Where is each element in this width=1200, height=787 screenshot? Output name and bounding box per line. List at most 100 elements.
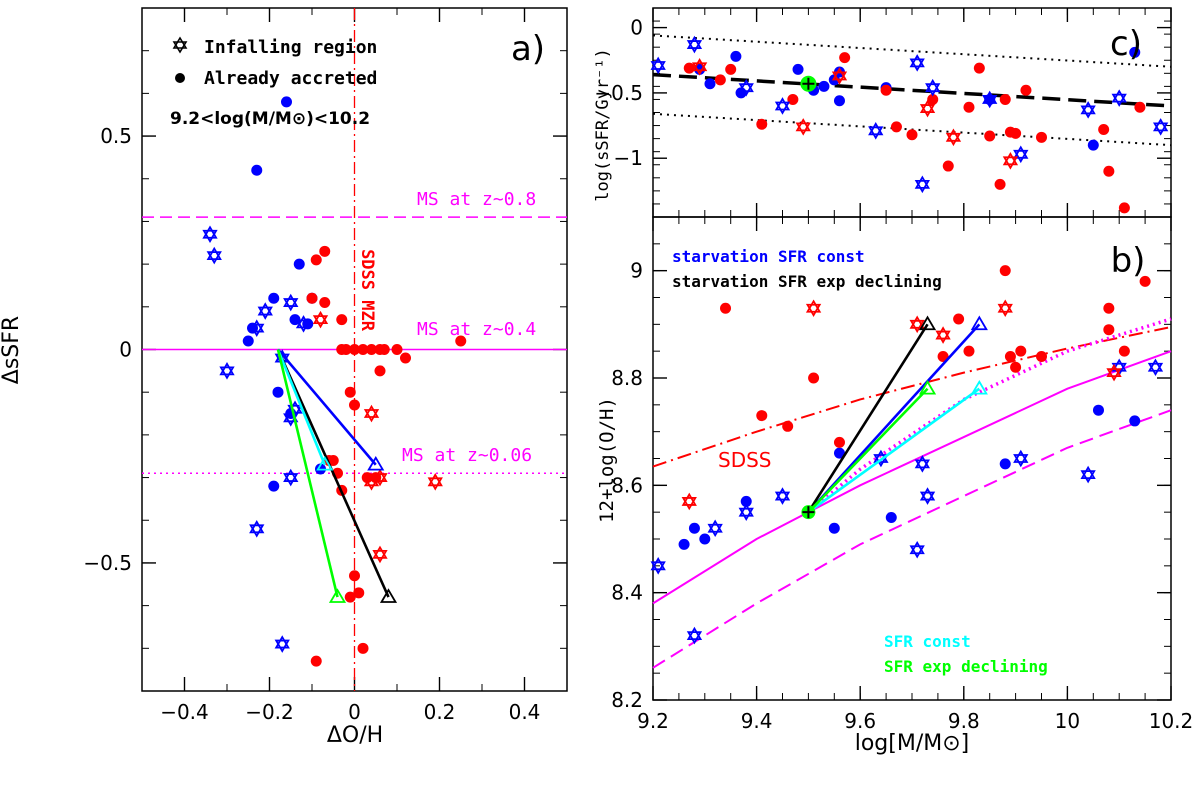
accreted-point-red [963,101,975,113]
infalling-point-blue-down [257,306,273,320]
x-tick-label: 10.2 [1149,709,1194,733]
accreted-point-red [833,436,845,448]
infalling-point-red-up [1002,152,1019,166]
y-tick-label: 8.6 [611,473,643,497]
evolution-track [276,349,326,466]
accreted-point-red [927,93,939,105]
panel-b-curves [652,317,1172,669]
infalling-point-blue-up [1080,101,1096,115]
legend-sfr-exp: SFR exp declining [884,657,1048,676]
infalling-point-blue [909,54,925,72]
infalling-point-red-down [372,473,388,487]
infalling-point-red [795,118,811,136]
infalling-point-red-up [945,128,962,142]
panel-a-ticks: −0.4 −0.2 0 0.2 0.4 −0.5 0 0.5 [83,7,568,724]
accreted-point-red [349,344,360,355]
infalling-point-blue [1080,101,1096,119]
infalling-point-blue [249,319,265,337]
accreted-point-red [1036,131,1047,143]
accreted-point-red [310,254,322,266]
infalling-point-red-up [427,473,443,487]
evolution-track [807,387,929,514]
infalling-point-blue [1152,118,1169,136]
infalling-point-blue-up [707,519,723,533]
accreted-point-red [787,93,799,105]
accreted-point-blue [833,95,845,107]
accreted-point-red [1103,324,1115,336]
x-tick-label: 9.6 [844,709,876,733]
infalling-point-blue-down [249,524,265,538]
infalling-point-blue-down [774,491,791,505]
accreted-point-red [880,84,892,96]
metallicity-curve [652,350,1172,605]
infalling-point-red-up [997,299,1013,313]
accreted-point-blue [1129,415,1141,427]
accreted-point-red [336,314,348,326]
infalling-point-blue-down [274,639,290,653]
infalling-point-red-down [363,409,380,423]
panel-b-points [650,265,1164,645]
x-tick-label: 0.2 [424,700,456,724]
accreted-point-blue [833,447,845,459]
infalling-point-red-down [427,477,443,491]
infalling-point-blue [707,519,723,538]
infalling-point-blue-up [925,78,941,93]
infalling-point-blue-down [650,561,666,575]
accreted-point-red [353,587,365,599]
reference-point-cross [802,506,815,519]
infalling-point-red [427,473,443,491]
infalling-point-red [372,468,388,487]
accreted-point-red [366,344,377,355]
infalling-point-blue-up [686,35,703,49]
infalling-point-blue-up [283,468,299,482]
infalling-point-blue-down [283,473,299,487]
accreted-point-red [999,93,1011,105]
accreted-point-red [963,345,975,357]
infalling-point-blue-down [914,179,931,194]
x-tick-label: 9.2 [637,709,669,733]
accreted-point-red [906,129,918,141]
infalling-point-blue [650,557,666,575]
accreted-point-red [1103,165,1115,177]
accreted-point-blue [792,63,804,75]
infalling-point-blue [206,246,222,265]
evolution-track [276,348,390,598]
accreted-point-red [1020,84,1032,96]
infalling-point-red-up [312,310,329,325]
ssfr-fit-line [652,72,1172,108]
accreted-point-red [374,365,386,377]
y-tick-label: 0 [119,338,132,362]
panel-b-ylabel: 12+log(O/H) [596,397,618,523]
panel-c-fit-lines [652,34,1172,147]
infalling-point-blue [774,97,791,115]
infalling-point-blue-down [1080,470,1096,484]
infalling-point-blue-up [738,503,754,517]
infalling-point-red-up [909,315,925,329]
y-tick-label: −1 [614,146,643,170]
panel-b: 9.2 9.4 9.6 9.8 10 10.2 8.2 8.4 8.6 8.8 9 b) starv… [596,216,1194,756]
infalling-point-blue-down [206,251,222,265]
accreted-point-red [1010,127,1022,139]
infalling-point-blue-up [219,362,235,376]
infalling-point-blue [686,626,703,645]
accreted-point-blue [699,533,711,545]
accreted-point-blue [704,78,716,90]
infalling-point-blue-up [202,225,218,239]
y-tick-label: 8.8 [611,366,643,390]
accreted-point-red [683,62,695,74]
infalling-point-blue-down [909,545,925,559]
infalling-point-blue [283,293,299,312]
infalling-point-blue-up [909,540,925,555]
infalling-point-blue [283,468,299,487]
infalling-point-blue [774,487,791,505]
panel-c-points [650,35,1169,214]
infalling-point-blue [274,635,290,653]
infalling-point-blue-up [283,293,299,307]
infalling-point-blue-down [1111,93,1127,107]
accreted-point-red [340,344,352,355]
infalling-point-blue [919,487,936,505]
infalling-point-blue [295,315,312,333]
panel-b-tracks [801,315,988,520]
y-tick-label: 0.5 [100,124,132,148]
panel-a-points [202,96,467,667]
